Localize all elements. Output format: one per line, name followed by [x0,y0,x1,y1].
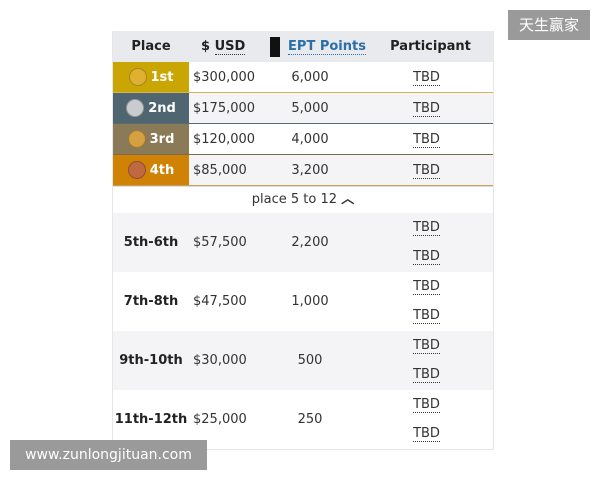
participant-cell: TBD TBD [360,397,493,442]
place-cell: 3rd [113,124,189,154]
place-label: 3rd [149,131,175,147]
usd-cell: $175,000 [193,100,256,116]
place-label: 2nd [148,100,176,116]
chevron-up-icon: ︿ [341,192,355,207]
participant-tbd: TBD [413,367,440,383]
participant-cell: TBD TBD [360,220,493,265]
points-cell: 5,000 [291,100,329,116]
place-cell: 11th-12th [114,412,188,427]
participant-tbd: TBD [413,220,440,236]
participant-cell: TBD [360,100,493,117]
usd-cell: $120,000 [193,131,256,147]
usd-cell: $85,000 [193,162,247,178]
medal-icon [128,68,147,86]
points-cell: 1,000 [291,294,329,309]
points-cell: 6,000 [291,69,329,85]
more-label: place 5 to 12 [251,192,338,207]
medal-icon [126,99,145,117]
participant-tbd: TBD [413,249,440,265]
header-points: EPT Points [268,36,368,57]
usd-cell: $25,000 [193,412,247,427]
participant-cell: TBD [360,131,493,148]
place-cell: 5th-6th [123,235,179,250]
usd-cell: $47,500 [193,294,247,309]
participant-tbd: TBD [413,162,440,179]
header-usd: $ USD [189,39,268,55]
points-cell: 2,200 [291,235,329,250]
place-label: 1st [150,69,174,85]
points-cell: 4,000 [291,131,329,147]
points-cell: 3,200 [291,162,329,178]
participant-tbd: TBD [413,131,440,148]
watermark-top: 天生赢家 [508,10,590,40]
usd-cell: $30,000 [193,353,247,368]
usd-prefix: $ [201,39,211,54]
participant-tbd: TBD [413,397,440,413]
medal-icon [127,130,146,148]
points-cell: 250 [297,412,323,427]
prize-row: 3rd $120,000 4,000 TBD [113,124,493,155]
ept-points-link[interactable]: EPT Points [288,39,366,55]
place-cell: 2nd [113,93,189,123]
participant-cell: TBD [360,162,493,179]
prize-group-row: 5th-6th $57,500 2,200 TBD TBD [113,213,493,272]
place-cell: 9th-10th [119,353,183,368]
prize-table: Place $ USD EPT Points Participant 1st $… [112,31,494,450]
participant-tbd: TBD [413,338,440,354]
usd-cell: $300,000 [193,69,256,85]
participant-cell: TBD TBD [360,338,493,383]
usd-cell: $57,500 [193,235,247,250]
book-icon [270,36,281,57]
prize-group-row: 9th-10th $30,000 500 TBD TBD [113,331,493,390]
prize-row: 2nd $175,000 5,000 TBD [113,93,493,124]
participant-tbd: TBD [413,308,440,324]
prize-group-row: 7th-8th $47,500 1,000 TBD TBD [113,272,493,331]
watermark-bottom: www.zunlongjituan.com [10,440,207,470]
points-cell: 500 [297,353,323,368]
place-cell: 4th [113,155,189,185]
participant-cell: TBD TBD [360,279,493,324]
participant-tbd: TBD [413,100,440,117]
participant-tbd: TBD [413,69,440,86]
prize-group-row: 11th-12th $25,000 250 TBD TBD [113,390,493,449]
participant-cell: TBD [360,69,493,86]
place-cell: 7th-8th [123,294,179,309]
table-header: Place $ USD EPT Points Participant [113,31,493,62]
header-place: Place [131,39,171,54]
place-label: 4th [149,162,175,178]
participant-tbd: TBD [413,279,440,295]
prize-row: 4th $85,000 3,200 TBD [113,155,493,186]
medal-icon [127,161,146,179]
usd-abbr: USD [214,39,246,55]
place-cell: 1st [113,62,189,92]
header-participant: Participant [390,39,471,54]
participant-tbd: TBD [413,426,440,442]
prize-row: 1st $300,000 6,000 TBD [113,62,493,93]
expand-places-toggle[interactable]: place 5 to 12 ︿ [113,186,493,213]
